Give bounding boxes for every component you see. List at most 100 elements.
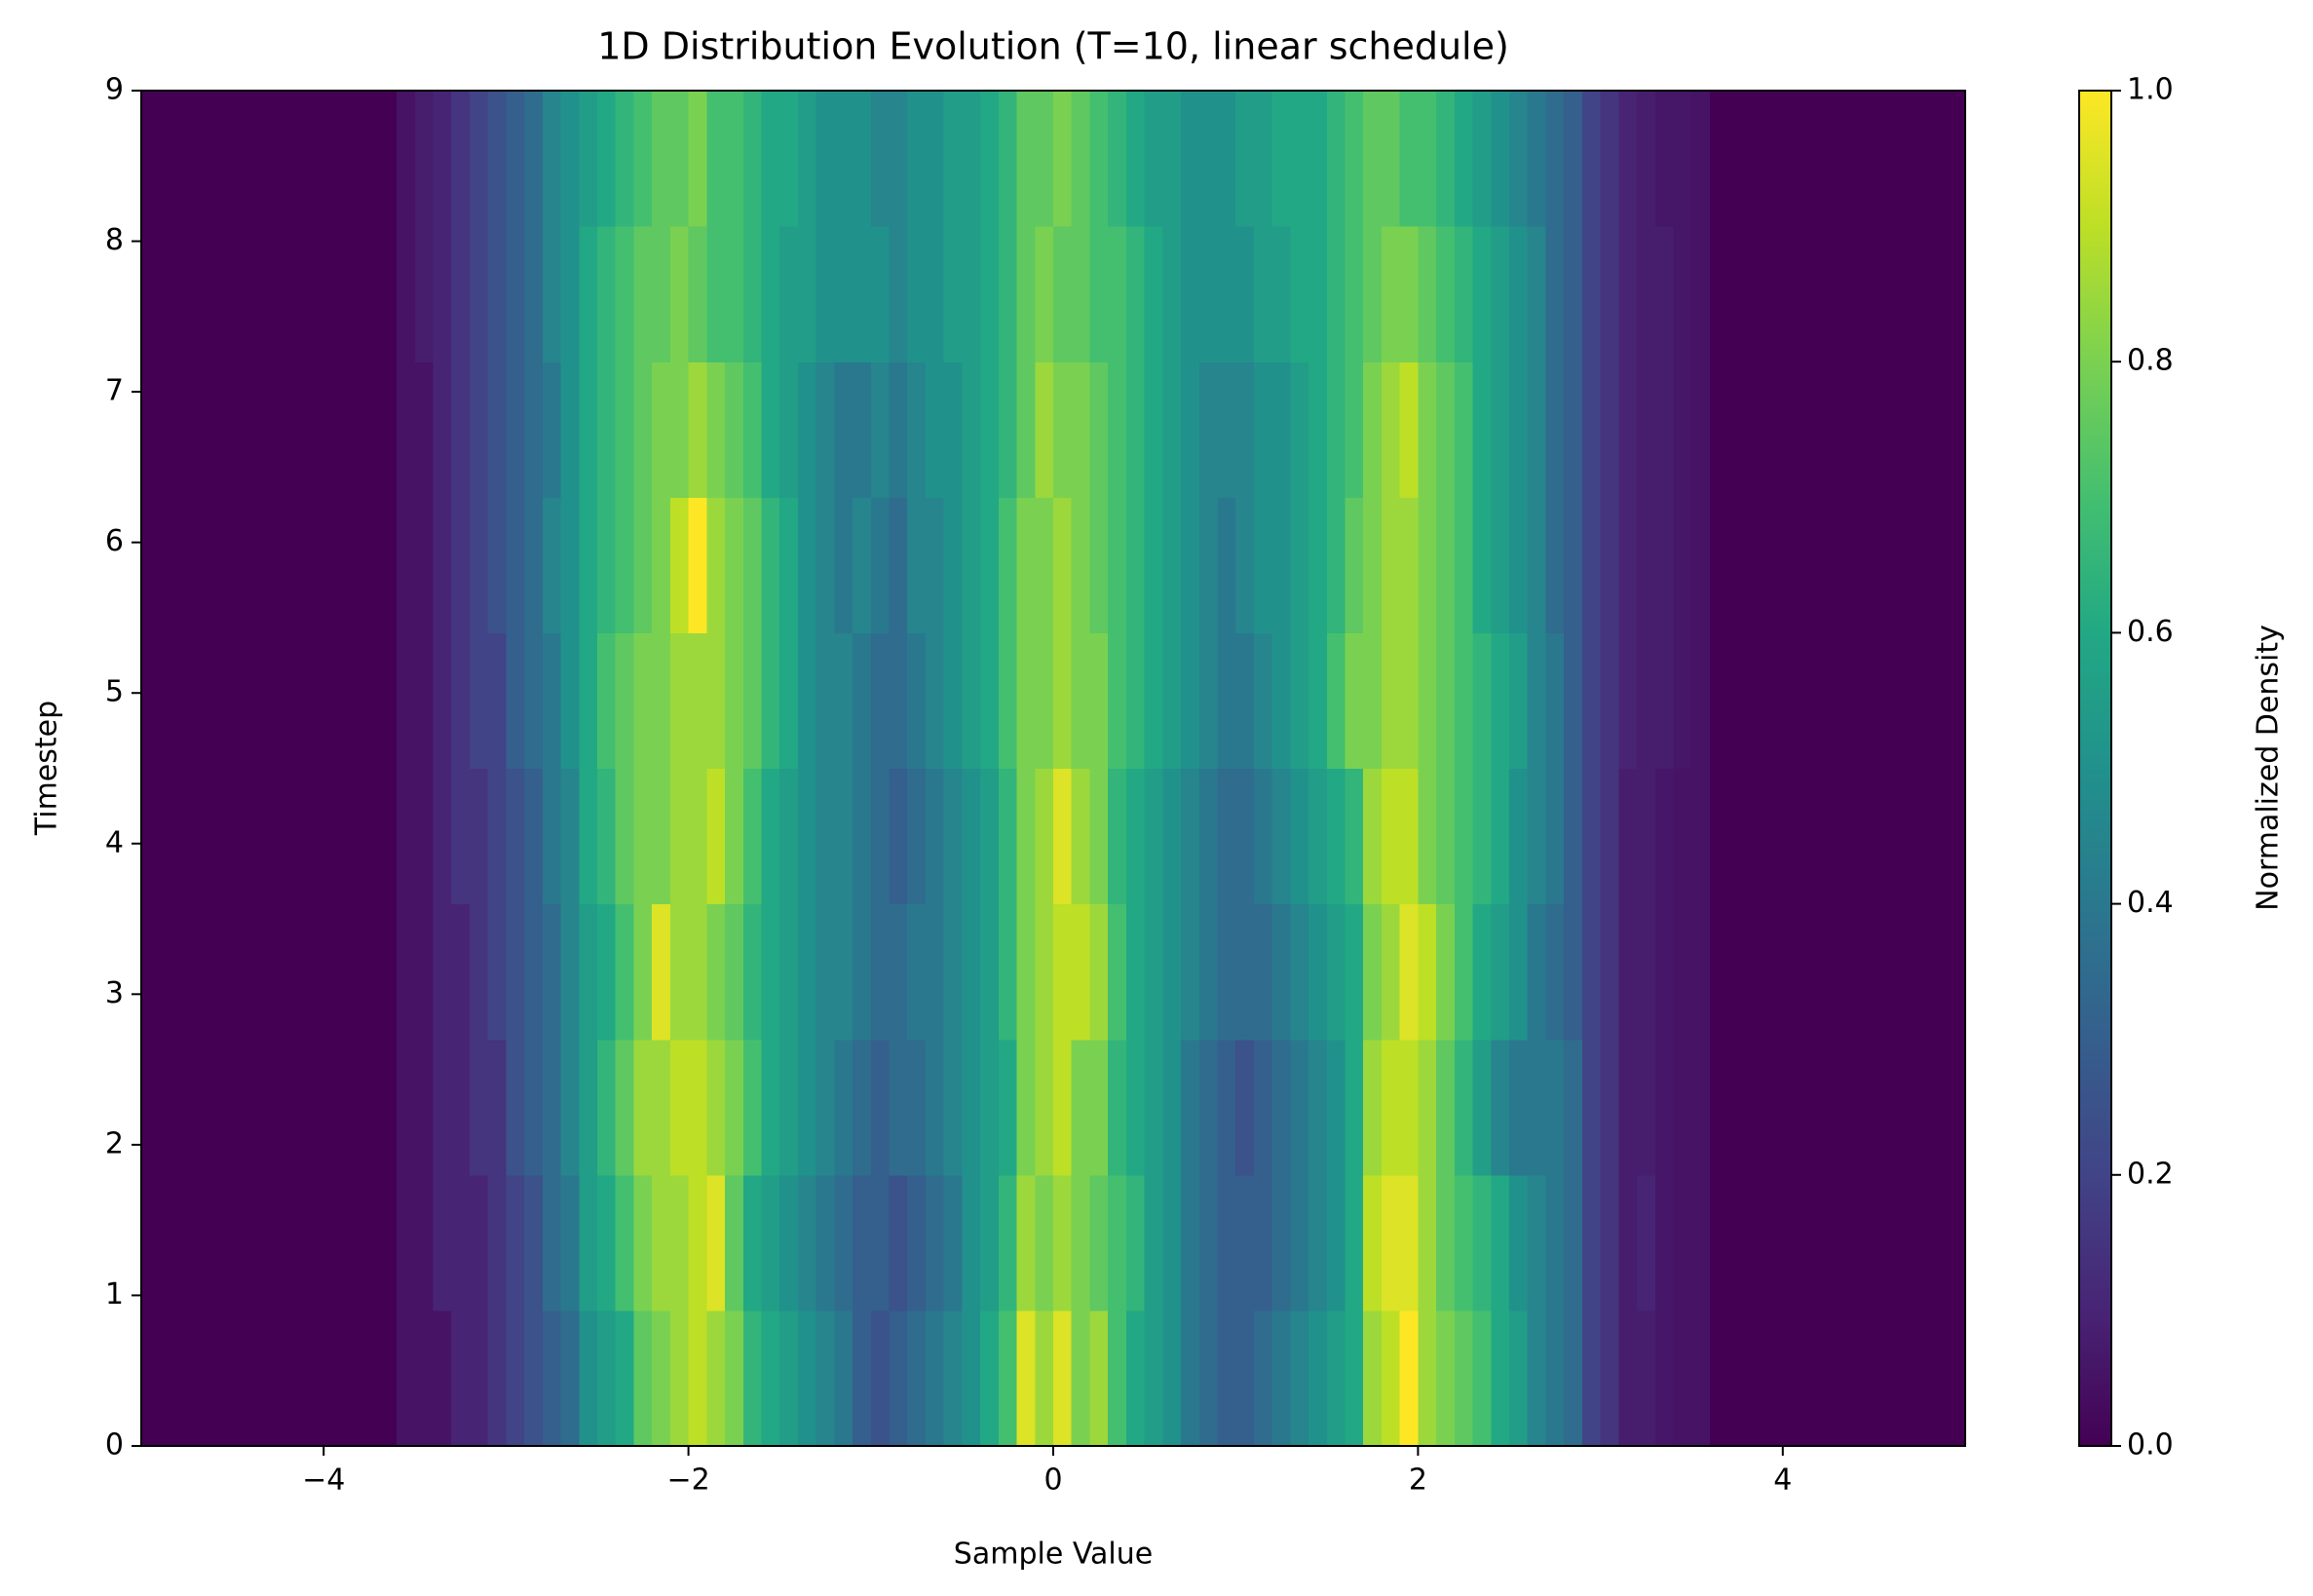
heatmap-cell (1947, 497, 1966, 633)
heatmap-cell (1162, 91, 1182, 227)
heatmap-cell (1746, 497, 1765, 633)
heatmap-cell (797, 226, 817, 362)
heatmap-cell (1399, 1039, 1419, 1176)
heatmap-cell (815, 903, 835, 1041)
heatmap-cell (925, 226, 945, 362)
heatmap-cell (1326, 903, 1346, 1041)
heatmap-cell (213, 91, 234, 227)
heatmap-cell (1509, 226, 1529, 362)
heatmap-cell (1801, 91, 1820, 227)
heatmap-cell (1581, 632, 1602, 770)
heatmap-cell (742, 91, 763, 227)
heatmap-cell (815, 632, 835, 770)
heatmap-cell (560, 1310, 580, 1447)
heatmap-cell (834, 361, 853, 498)
heatmap-cell (706, 632, 726, 770)
heatmap-cell (232, 1310, 251, 1447)
heatmap-cell (1837, 361, 1857, 498)
heatmap-cell (451, 497, 471, 633)
heatmap-cell (1144, 91, 1163, 227)
heatmap-cell (1581, 226, 1602, 362)
heatmap-cell (1198, 768, 1219, 905)
heatmap-cell (1819, 91, 1839, 227)
heatmap-cell (1618, 1174, 1638, 1311)
heatmap-cell (1271, 903, 1291, 1041)
heatmap-cell (761, 1174, 780, 1311)
heatmap-cell (250, 903, 270, 1041)
heatmap-cell (305, 361, 324, 498)
heatmap-cell (1108, 1310, 1127, 1447)
heatmap-cell (669, 1039, 690, 1176)
heatmap-cell (1436, 1039, 1456, 1176)
heatmap-cell (688, 1039, 707, 1176)
heatmap-cell (1454, 361, 1474, 498)
heatmap-cell (397, 91, 416, 227)
y-tick-label: 4 (105, 825, 124, 859)
heatmap-cell (1089, 91, 1109, 227)
heatmap-cell (779, 632, 799, 770)
heatmap-cell (706, 1039, 726, 1176)
heatmap-cell (1271, 361, 1291, 498)
heatmap-cell (761, 632, 780, 770)
heatmap-cell (998, 1174, 1018, 1311)
heatmap-cell (1618, 497, 1638, 633)
heatmap-cell (870, 1174, 891, 1311)
heatmap-cell (159, 903, 179, 1041)
heatmap-cell (196, 1310, 215, 1447)
heatmap-cell (1016, 1039, 1036, 1176)
heatmap-cell (962, 1310, 981, 1447)
heatmap-cell (1381, 361, 1401, 498)
heatmap-cell (1363, 1039, 1383, 1176)
heatmap-cell (815, 1310, 835, 1447)
heatmap-cell (706, 1174, 726, 1311)
heatmap-cell (451, 903, 471, 1041)
heatmap-cell (1436, 1174, 1456, 1311)
heatmap-cell (286, 361, 307, 498)
heatmap-cell (1691, 497, 1711, 633)
heatmap-cell (1928, 1174, 1948, 1311)
heatmap-cell (1198, 903, 1219, 1041)
heatmap-cell (834, 903, 853, 1041)
heatmap-cell (196, 91, 215, 227)
heatmap-cell (1746, 1310, 1765, 1447)
heatmap-cell (286, 91, 307, 227)
heatmap-cell (1892, 632, 1912, 770)
heatmap-cell (742, 768, 763, 905)
heatmap-cell (1691, 361, 1711, 498)
heatmap-cell (1837, 1039, 1857, 1176)
heatmap-cell (870, 226, 891, 362)
heatmap-cell (725, 768, 744, 905)
heatmap-cell (1162, 361, 1182, 498)
heatmap-cell (1089, 497, 1109, 633)
heatmap-cell (196, 361, 215, 498)
heatmap-cell (414, 632, 435, 770)
heatmap-cell (213, 768, 234, 905)
heatmap-cell (1308, 361, 1328, 498)
heatmap-cell (1217, 1039, 1236, 1176)
heatmap-cell (1144, 497, 1163, 633)
heatmap-cell (925, 497, 945, 633)
heatmap-cell (1545, 1174, 1565, 1311)
colorbar-tick-label: 0.8 (2127, 344, 2174, 378)
colorbar-tick-label: 1.0 (2127, 73, 2174, 107)
heatmap-cell (414, 1310, 435, 1447)
heatmap-cell (469, 497, 489, 633)
heatmap-cell (1125, 903, 1146, 1041)
heatmap-cell (597, 1039, 617, 1176)
heatmap-cell (1691, 632, 1711, 770)
heatmap-cell (1035, 632, 1054, 770)
heatmap-cell (1399, 903, 1419, 1041)
heatmap-cell (706, 361, 726, 498)
heatmap-cell (1527, 91, 1547, 227)
heatmap-cell (652, 226, 671, 362)
heatmap-cell (141, 1039, 161, 1176)
heatmap-cell (725, 903, 744, 1041)
heatmap-cell (615, 1310, 635, 1447)
heatmap-cell (1709, 903, 1729, 1041)
heatmap-cell (633, 1174, 653, 1311)
heatmap-cell (232, 903, 251, 1041)
heatmap-cell (1928, 1039, 1948, 1176)
heatmap-cell (1527, 1174, 1547, 1311)
heatmap-cell (1947, 226, 1966, 362)
heatmap-cell (1637, 768, 1656, 905)
